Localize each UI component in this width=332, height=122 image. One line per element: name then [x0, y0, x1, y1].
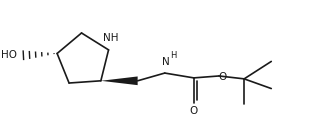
Text: O: O [219, 72, 227, 82]
Text: NH: NH [103, 33, 118, 43]
Text: O: O [190, 106, 198, 116]
Text: N: N [162, 57, 170, 67]
Text: H: H [170, 51, 177, 60]
Polygon shape [101, 76, 138, 85]
Text: HO: HO [1, 50, 17, 60]
